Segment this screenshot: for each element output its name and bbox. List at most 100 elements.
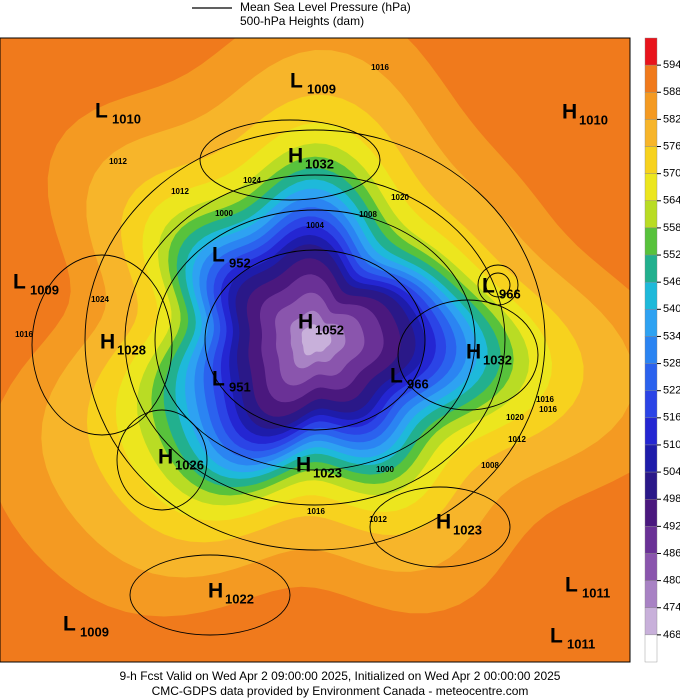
center-pressure: 952 [229,255,251,270]
colorbar-cell [644,92,658,120]
isobar-label: 1008 [481,461,499,470]
colorbar-cell [644,390,658,419]
center-letter: H [208,580,223,603]
isobar-label: 1004 [306,221,324,230]
center-letter: L [212,368,225,391]
center-letter: H [466,341,481,364]
isobar-label: 1012 [171,187,189,196]
center-pressure: 1023 [313,465,342,480]
center-pressure: 1022 [225,591,254,606]
isobar-label: 1012 [109,157,127,166]
center-pressure: 951 [229,379,251,394]
colorbar-cell [644,309,658,337]
isobar-label: 1020 [391,193,409,202]
center-pressure: 1010 [112,111,141,126]
colorbar-label: 576 [663,140,680,152]
center-letter: L [290,70,303,93]
center-letter: H [100,331,115,354]
colorbar-label: 558 [663,222,680,234]
center-pressure: 1011 [582,585,610,600]
center-pressure: 1028 [117,342,146,357]
center-letter: L [565,574,578,597]
colorbar-label: 504 [663,466,680,478]
colorbar-cell [644,37,658,66]
colorbar-label: 510 [663,439,680,451]
colorbar-label: 468 [663,629,680,641]
colorbar-cell [644,607,658,636]
height-field [301,324,332,356]
center-pressure: 1009 [80,624,109,639]
colorbar-label: 486 [663,547,680,559]
center-pressure: 1023 [453,522,482,537]
isobar [477,264,519,306]
colorbar-cell [644,417,658,446]
isobar-label: 1000 [376,465,394,474]
colorbar-label: 582 [663,113,680,125]
center-pressure: 1026 [175,457,204,472]
colorbar-label: 552 [663,249,680,261]
center-letter: H [296,454,311,477]
isobar [154,209,476,471]
footer-text: 9-h Fcst Valid on Wed Apr 2 09:00:00 202… [120,669,561,683]
colorbar-label: 516 [663,412,680,424]
colorbar-cell [644,634,658,663]
colorbar-cell [644,173,658,201]
colorbar-label: 588 [663,86,680,98]
center-pressure: 1052 [315,322,344,337]
center-letter: H [562,101,577,124]
colorbar-cell [644,64,658,93]
center-pressure: 1009 [307,81,336,96]
center-letter: H [298,311,313,334]
colorbar-label: 474 [663,602,680,614]
isobar-label: 1012 [508,435,526,444]
colorbar-label: 492 [663,520,680,532]
isobar [397,299,539,411]
legend-text: Mean Sea Level Pressure (hPa) [240,0,411,14]
isobar-label: 1020 [506,413,524,422]
colorbar-cell [644,119,658,147]
colorbar-label: 540 [663,303,680,315]
isobar-label: 1016 [539,405,557,414]
isobar [124,174,506,506]
colorbar-cell [644,444,658,473]
colorbar-cell [644,254,658,283]
center-letter: L [390,365,403,388]
isobar-label: 1000 [215,209,233,218]
colorbar-cell [644,553,658,581]
center-pressure: 966 [407,376,429,391]
footer-text: CMC-GDPS data provided by Environment Ca… [152,684,529,698]
legend-text: 500-hPa Heights (dam) [240,14,364,28]
center-pressure: 1032 [483,352,512,367]
colorbar: 594 588 582 576 570 564 558 552 546 540 534 528 522 5… [644,37,680,663]
colorbar-label: 534 [663,330,680,342]
colorbar-label: 528 [663,357,680,369]
colorbar-cell [644,281,658,310]
isobar-label: 1012 [369,515,387,524]
center-letter: H [158,446,173,469]
colorbar-label: 546 [663,276,680,288]
isobar [129,554,291,636]
isobar-label: 1024 [91,295,109,304]
colorbar-cell [644,200,658,229]
center-letter: L [550,625,563,648]
center-letter: L [482,275,495,298]
isobar-label: 1016 [371,63,389,72]
isobar-label: 1016 [536,395,554,404]
isobar-label: 1016 [15,330,33,339]
colorbar-cell [644,227,658,256]
colorbar-label: 480 [663,575,680,587]
colorbar-cell [644,336,658,364]
isobar-label: 1016 [307,507,325,516]
center-pressure: 1011 [567,636,595,651]
colorbar-label: 570 [663,168,680,180]
center-letter: L [63,613,76,636]
isobar [204,249,426,431]
center-letter: L [95,100,108,123]
isobar-label: 1008 [359,210,377,219]
colorbar-label: 564 [663,195,680,207]
isobar [369,486,511,568]
colorbar-cell [644,526,658,554]
center-pressure: 966 [499,286,521,301]
map-area: 1012 1016 1024 1012 1020 1016 1000 1004 1008 1024… [0,38,630,662]
